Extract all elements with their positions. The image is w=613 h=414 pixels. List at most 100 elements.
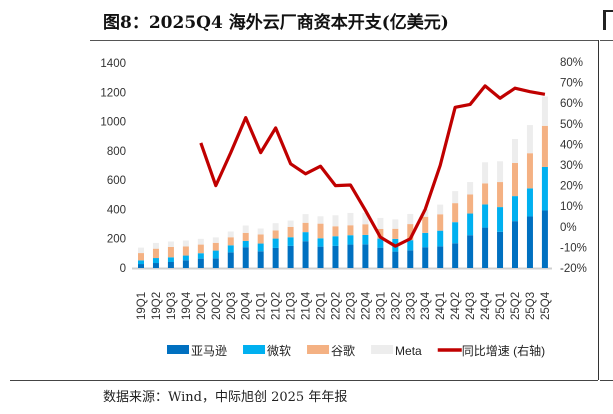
- bar-谷歌: [497, 182, 504, 208]
- bar-谷歌: [272, 230, 279, 239]
- bar-Meta: [526, 125, 533, 154]
- bar-Meta: [317, 216, 324, 224]
- bar-微软: [167, 257, 174, 262]
- bar-谷歌: [197, 244, 204, 254]
- bar-谷歌: [362, 224, 369, 235]
- bar-亚马逊: [152, 263, 159, 268]
- source-divider-right: [600, 380, 613, 381]
- bar-微软: [452, 222, 459, 244]
- bar-亚马逊: [541, 210, 548, 268]
- bar-谷歌: [526, 153, 533, 189]
- bar-微软: [272, 238, 279, 248]
- bar-谷歌: [482, 183, 489, 205]
- bar-Meta: [167, 241, 174, 247]
- x-axis-tick: 21Q3: [286, 292, 298, 320]
- x-axis-tick: 20Q1: [196, 292, 208, 320]
- bar-微软: [227, 245, 234, 253]
- bar-Meta: [212, 237, 219, 243]
- bar-微软: [257, 243, 264, 252]
- bar-谷歌: [332, 226, 339, 237]
- bar-谷歌: [152, 248, 159, 259]
- bar-Meta: [362, 212, 369, 225]
- bar-亚马逊: [227, 252, 234, 268]
- x-axis-tick: 24Q1: [435, 292, 447, 320]
- bar-谷歌: [182, 246, 189, 256]
- bar-微软: [482, 204, 489, 228]
- legend-label: 同比增速 (右轴): [462, 343, 545, 358]
- x-axis-tick: 25Q3: [525, 292, 537, 320]
- x-axis-tick: 25Q2: [510, 292, 522, 320]
- legend-label: 亚马逊: [191, 344, 227, 358]
- x-axis-tick: 20Q2: [211, 292, 223, 320]
- bar-谷歌: [302, 222, 309, 233]
- yoy-growth-line: [199, 84, 546, 248]
- source-divider: [10, 380, 598, 381]
- bar-微软: [138, 260, 144, 265]
- right-axis-tick: -10%: [560, 242, 587, 254]
- bar-Meta: [347, 212, 354, 226]
- bar-亚马逊: [377, 247, 384, 268]
- legend-label: 微软: [267, 344, 291, 358]
- bar-微软: [212, 250, 219, 259]
- legend-label: 谷歌: [331, 343, 355, 358]
- x-axis-tick: 19Q2: [151, 292, 163, 320]
- bar-谷歌: [167, 246, 174, 258]
- bar-谷歌: [541, 125, 548, 167]
- right-axis-tick: -20%: [560, 263, 587, 275]
- bar-亚马逊: [467, 235, 474, 268]
- left-axis-tick: 600: [107, 175, 126, 187]
- right-axis-tick: 50%: [560, 119, 583, 131]
- bar-微软: [437, 230, 444, 247]
- bar-谷歌: [227, 237, 234, 246]
- right-axis-tick: 80%: [560, 57, 583, 69]
- bar-亚马逊: [392, 251, 399, 268]
- bar-Meta: [407, 213, 414, 225]
- title-divider-right: [600, 40, 613, 41]
- bar-微软: [152, 258, 159, 264]
- x-axis-tick: 23Q2: [390, 292, 402, 320]
- bar-亚马逊: [482, 227, 489, 268]
- right-axis-tick: 20%: [560, 181, 583, 193]
- bar-Meta: [182, 240, 189, 247]
- bar-Meta: [392, 219, 399, 229]
- right-axis-tick: 40%: [560, 139, 583, 151]
- bar-谷歌: [242, 232, 249, 241]
- bar-微软: [197, 253, 204, 259]
- bar-Meta: [302, 214, 309, 223]
- bar-微软: [512, 196, 518, 222]
- bar-亚马逊: [242, 247, 249, 268]
- data-source: 数据来源：Wind，中际旭创 2025 年年报: [103, 390, 348, 405]
- x-axis-tick: 21Q4: [301, 291, 313, 320]
- bar-亚马逊: [362, 244, 369, 268]
- right-axis-tick: 0%: [560, 222, 577, 234]
- x-axis-tick: 24Q2: [450, 292, 462, 320]
- bar-微软: [467, 213, 474, 236]
- bar-谷歌: [347, 225, 354, 236]
- bar-谷歌: [512, 163, 518, 197]
- bar-微软: [347, 235, 354, 245]
- x-axis-tick: 25Q4: [540, 291, 552, 320]
- bar-微软: [362, 234, 369, 245]
- bar-亚马逊: [197, 258, 204, 268]
- x-axis-tick: 19Q4: [181, 291, 193, 320]
- x-axis-tick: 24Q4: [480, 291, 492, 320]
- x-axis-tick: 23Q3: [405, 292, 417, 320]
- bar-亚马逊: [257, 251, 264, 268]
- bar-谷歌: [138, 253, 144, 261]
- left-axis-tick: 200: [107, 234, 126, 246]
- bar-微软: [302, 232, 309, 242]
- bar-Meta: [512, 138, 518, 164]
- x-axis-tick: 22Q4: [360, 291, 372, 320]
- left-axis-tick: 1200: [100, 87, 126, 99]
- right-axis-tick: 70%: [560, 78, 583, 90]
- bar-微软: [317, 238, 324, 247]
- bar-谷歌: [407, 224, 414, 241]
- bar-谷歌: [437, 214, 444, 231]
- bar-Meta: [272, 223, 279, 231]
- bar-亚马逊: [272, 247, 279, 268]
- left-axis-tick: 400: [107, 204, 126, 216]
- x-axis-tick: 22Q1: [316, 292, 328, 320]
- x-axis-tick: 22Q3: [345, 292, 357, 320]
- bar-亚马逊: [317, 246, 324, 268]
- bar-谷歌: [377, 228, 384, 239]
